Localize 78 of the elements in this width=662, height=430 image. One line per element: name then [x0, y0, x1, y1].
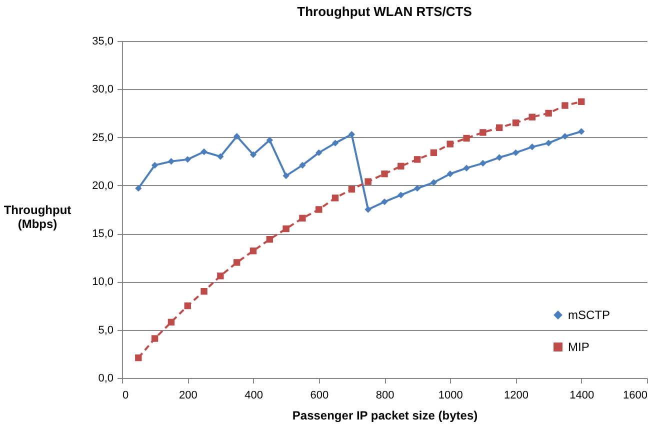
point — [528, 114, 536, 120]
point — [430, 179, 438, 186]
point — [496, 154, 503, 161]
chart-title: Throughput WLAN RTS/CTS — [297, 4, 472, 19]
point — [398, 162, 404, 170]
y-tick-label: 35,0 — [92, 36, 114, 48]
x-tick-label: 1400 — [570, 390, 594, 402]
point — [512, 119, 520, 126]
point — [496, 124, 503, 132]
y-tick-label: 5,0 — [98, 324, 114, 336]
point — [316, 149, 322, 156]
point — [398, 192, 404, 198]
point — [381, 170, 388, 178]
point — [562, 102, 568, 109]
point — [512, 149, 520, 156]
point — [184, 302, 191, 310]
x-tick-label: 1600 — [623, 390, 648, 402]
point — [151, 335, 158, 342]
point — [414, 156, 421, 163]
point — [364, 178, 372, 185]
point — [233, 132, 240, 140]
point — [282, 225, 290, 232]
point — [168, 158, 175, 165]
point — [184, 156, 191, 163]
y-tick-label: 30,0 — [92, 84, 114, 96]
point — [446, 170, 454, 178]
point — [250, 248, 257, 254]
x-tick-label: 800 — [376, 390, 394, 402]
x-tick-label: 0 — [122, 390, 129, 402]
point — [446, 140, 454, 148]
point — [168, 318, 175, 326]
y-tick-label: 15,0 — [92, 228, 114, 240]
y-tick-label: 25,0 — [92, 132, 114, 144]
point — [348, 186, 356, 193]
point — [545, 140, 552, 146]
y-tick-label: 0,0 — [98, 372, 114, 384]
point — [266, 136, 274, 144]
point — [348, 131, 356, 138]
point — [200, 148, 208, 156]
point — [480, 160, 486, 167]
point — [430, 149, 438, 156]
x-tick-label: 200 — [178, 390, 198, 402]
point — [217, 153, 224, 160]
point — [578, 98, 585, 106]
point — [135, 354, 142, 362]
legend-label: mSCTP — [568, 308, 610, 322]
point — [233, 259, 240, 266]
point — [316, 206, 322, 213]
point — [151, 162, 158, 169]
point — [414, 184, 421, 192]
point — [282, 172, 290, 180]
y-axis-title: Throughput (Mbps) — [4, 203, 72, 231]
point — [332, 140, 339, 146]
x-axis-title: Passenger IP packet size (bytes) — [292, 408, 478, 422]
x-tick-label: 1200 — [504, 390, 528, 402]
point — [299, 214, 306, 222]
point — [135, 184, 142, 192]
point — [528, 144, 536, 150]
point — [266, 236, 274, 243]
point — [217, 272, 224, 280]
point — [364, 206, 372, 213]
point — [480, 129, 486, 136]
point — [463, 134, 470, 142]
point — [545, 110, 552, 117]
y-tick-label: 20,0 — [92, 180, 114, 192]
y-tick-label: 10,0 — [92, 276, 114, 288]
point — [381, 198, 388, 206]
x-tick-label: 1000 — [438, 390, 463, 402]
point — [250, 151, 257, 158]
point — [463, 164, 470, 172]
point — [562, 132, 568, 140]
point — [299, 162, 306, 169]
point — [332, 194, 339, 202]
point — [200, 288, 208, 295]
x-tick-label: 400 — [244, 390, 263, 402]
x-tick-label: 600 — [310, 390, 329, 402]
legend-label: MIP — [568, 340, 590, 354]
point — [578, 128, 585, 135]
